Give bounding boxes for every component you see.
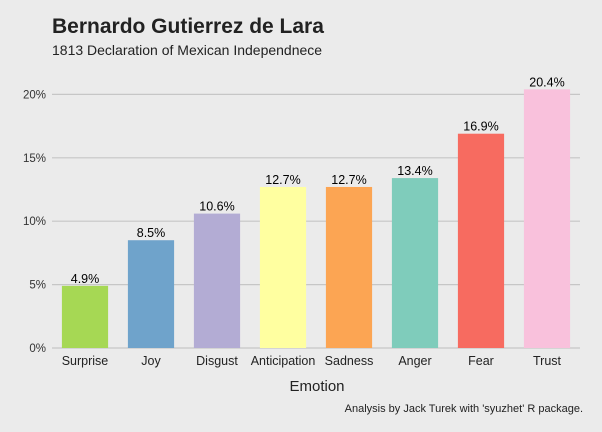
y-tick-label: 0% xyxy=(29,343,46,355)
x-tick-label: Anger xyxy=(398,354,431,368)
x-tick-label: Trust xyxy=(533,354,562,368)
chart-title: Bernardo Gutierrez de Lara xyxy=(52,15,324,38)
y-axis-ticks: 0% 5% 10% 15% 20% xyxy=(23,89,46,355)
x-tick-label: Surprise xyxy=(62,354,109,368)
y-tick-label: 20% xyxy=(23,89,46,101)
data-label: 12.7% xyxy=(331,173,366,187)
bar-anger xyxy=(391,178,439,348)
y-tick-label: 5% xyxy=(29,280,46,292)
data-labels: 4.9% 8.5% 10.6% 12.7% 12.7% 13.4% 16.9% 20.4% xyxy=(71,75,565,286)
data-label: 10.6% xyxy=(199,200,234,214)
data-label: 13.4% xyxy=(397,164,432,178)
bar-anticipation xyxy=(259,186,307,348)
data-label: 4.9% xyxy=(71,272,100,286)
x-axis-ticks: Surprise Joy Disgust Anticipation Sadness Ang… xyxy=(62,354,562,368)
bar-surprise xyxy=(61,285,109,348)
chart-subtitle: 1813 Declaration of Mexican Independnece xyxy=(52,42,322,58)
y-tick-label: 15% xyxy=(23,153,46,165)
bar-fear xyxy=(457,133,505,348)
x-tick-label: Sadness xyxy=(325,354,374,368)
bar-joy xyxy=(127,240,175,348)
bar-sadness xyxy=(325,186,373,348)
x-axis-title: Emotion xyxy=(289,378,344,395)
data-label: 8.5% xyxy=(137,226,166,240)
data-label: 12.7% xyxy=(265,173,300,187)
bars xyxy=(61,89,571,348)
data-label: 20.4% xyxy=(529,75,564,89)
data-label: 16.9% xyxy=(463,120,498,134)
x-tick-label: Joy xyxy=(141,354,161,368)
y-tick-label: 10% xyxy=(23,216,46,228)
x-tick-label: Anticipation xyxy=(251,354,316,368)
chart-caption: Analysis by Jack Turek with 'syuzhet' R … xyxy=(345,403,583,415)
x-tick-label: Disgust xyxy=(196,354,238,368)
bar-trust xyxy=(523,89,571,348)
x-tick-label: Fear xyxy=(468,354,494,368)
bar-disgust xyxy=(193,213,241,348)
